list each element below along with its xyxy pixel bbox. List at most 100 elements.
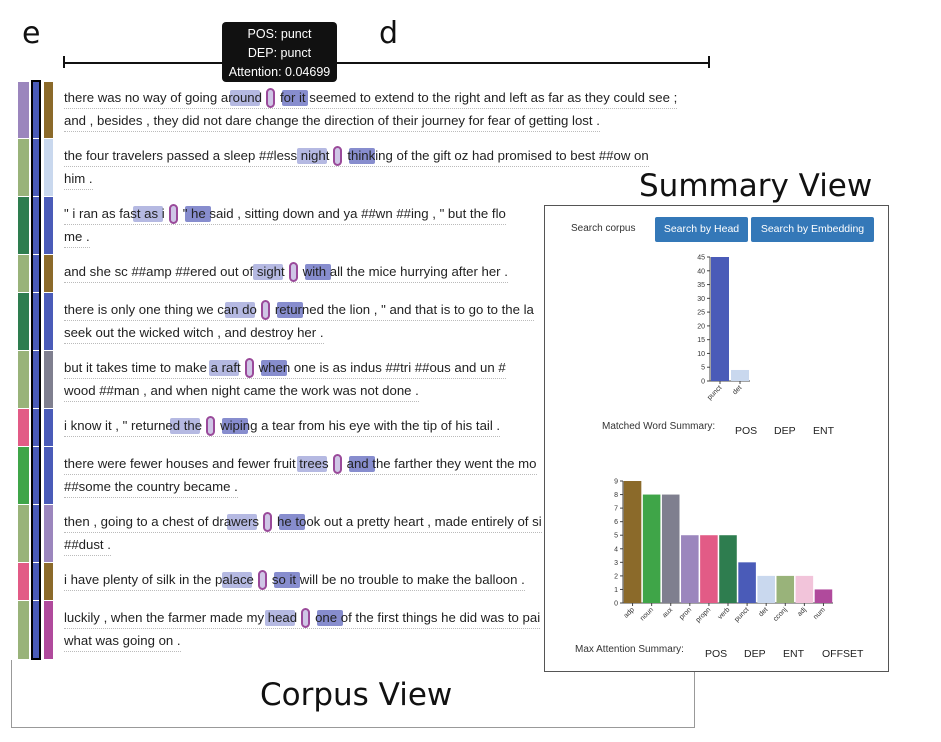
sentence-line: the four travelers passed a sleep ##less…	[64, 145, 649, 167]
sentence-3[interactable]: and she sc ##amp ##ered out of sight with…	[64, 261, 704, 284]
d-bracket-right-tick	[708, 56, 710, 68]
corpus-view-frame	[11, 660, 695, 728]
x-tick-label-verb: verb	[717, 606, 732, 621]
strip-cell-right-2[interactable]	[44, 197, 53, 255]
sentence-line: " i ran as fast as i " he said , sitting …	[64, 203, 506, 225]
token-highlight-before	[297, 148, 328, 164]
sentence-4[interactable]: there is only one thing we can do returne…	[64, 299, 704, 345]
summary-view-panel: Search corpus Search by Head Search by E…	[544, 205, 889, 672]
strip-cell-middle-9[interactable]	[32, 563, 40, 601]
focus-token-marker[interactable]	[333, 146, 343, 166]
x-tick-label-det: det	[732, 384, 744, 396]
strip-cell-middle-7[interactable]	[32, 447, 40, 505]
search-by-embedding-button[interactable]: Search by Embedding	[751, 217, 874, 242]
strip-cell-middle-6[interactable]	[32, 409, 40, 447]
strip-cell-right-0[interactable]	[44, 82, 53, 139]
y-tick-label: 4	[614, 546, 618, 553]
summary-view-title: Summary View	[639, 168, 873, 204]
focus-token-marker[interactable]	[265, 88, 275, 108]
tooltip-dep: DEP: punct	[247, 46, 312, 60]
sentence-10[interactable]: luckily , when the farmer made my head on…	[64, 607, 704, 653]
strip-cell-left-4[interactable]	[18, 293, 29, 351]
tooltip-attention: Attention: 0.04699	[228, 65, 331, 79]
strip-cell-left-0[interactable]	[18, 82, 29, 139]
focus-token-marker[interactable]	[263, 512, 272, 532]
sentence-text-after: with all the mice hurrying after her .	[302, 264, 508, 279]
strip-cell-middle-3[interactable]	[32, 255, 40, 293]
strip-cell-left-1[interactable]	[18, 139, 29, 197]
x-tick-label-pron: pron	[678, 606, 693, 621]
sentence-6[interactable]: i know it , " returned the wiping a tear …	[64, 415, 704, 438]
strip-cell-right-5[interactable]	[44, 351, 53, 409]
strip-cell-left-6[interactable]	[18, 409, 29, 447]
focus-token-marker[interactable]	[301, 608, 311, 628]
max-option-offset[interactable]: OFFSET	[822, 648, 864, 660]
strip-cell-middle-8[interactable]	[32, 505, 40, 563]
token-highlight-before	[224, 302, 255, 318]
strip-cell-left-10[interactable]	[18, 601, 29, 660]
sentence-1[interactable]: the four travelers passed a sleep ##less…	[64, 145, 704, 191]
strip-cell-right-6[interactable]	[44, 409, 53, 447]
matched-option-dep[interactable]: DEP	[774, 425, 796, 437]
strip-cell-left-5[interactable]	[18, 351, 29, 409]
strip-cell-middle-0[interactable]	[32, 82, 40, 139]
token-highlight-before	[132, 206, 163, 222]
strip-cell-middle-1[interactable]	[32, 139, 40, 197]
sentence-2[interactable]: " i ran as fast as i " he said , sitting …	[64, 203, 704, 249]
sentence-9[interactable]: i have plenty of silk in the palace so it…	[64, 569, 704, 592]
strip-cell-right-1[interactable]	[44, 139, 53, 197]
strip-cell-right-3[interactable]	[44, 255, 53, 293]
matched-option-ent[interactable]: ENT	[813, 425, 834, 437]
strip-cell-left-9[interactable]	[18, 563, 29, 601]
search-by-head-button[interactable]: Search by Head	[655, 217, 748, 242]
focus-token-marker[interactable]	[206, 416, 216, 436]
strip-cell-right-8[interactable]	[44, 505, 53, 563]
strip-cell-right-4[interactable]	[44, 293, 53, 351]
bar-adp	[623, 481, 642, 603]
sentence-text-before: luckily , when the farmer made my head	[64, 610, 298, 625]
max-option-pos[interactable]: POS	[705, 648, 728, 660]
selected-strip-box	[31, 80, 41, 660]
focus-token-marker[interactable]	[332, 454, 342, 474]
sentence-8[interactable]: then , going to a chest of drawers he too…	[64, 511, 704, 557]
label-d: d	[379, 16, 399, 51]
matched-option-pos[interactable]: POS	[735, 425, 758, 437]
strip-cell-left-3[interactable]	[18, 255, 29, 293]
strip-cell-right-10[interactable]	[44, 601, 53, 660]
strip-cell-middle-4[interactable]	[32, 293, 40, 351]
max-option-dep[interactable]: DEP	[744, 648, 766, 660]
y-tick-label: 5	[701, 365, 705, 372]
y-tick-label: 0	[701, 379, 705, 386]
token-highlight-before	[265, 610, 296, 626]
focus-token-marker[interactable]	[244, 358, 254, 378]
sentence-text-after: and the farther they went the mo	[346, 456, 537, 471]
attention-tooltip: POS: punct DEP: punct Attention: 0.04699	[222, 22, 337, 82]
sentence-line-continued: ##dust .	[64, 534, 111, 556]
sentence-line-continued: seek out the wicked witch , and destroy …	[64, 322, 324, 344]
strip-cell-right-7[interactable]	[44, 447, 53, 505]
y-tick-label: 5	[614, 533, 618, 540]
focus-token-marker[interactable]	[260, 300, 270, 320]
strip-cell-middle-5[interactable]	[32, 351, 40, 409]
y-tick-label: 20	[697, 323, 705, 330]
sentence-text-after: thinking of the gift oz had promised to …	[347, 148, 649, 163]
focus-token-marker[interactable]	[288, 262, 298, 282]
focus-token-marker[interactable]	[257, 570, 267, 590]
strip-cell-middle-2[interactable]	[32, 197, 40, 255]
strip-cell-left-8[interactable]	[18, 505, 29, 563]
focus-token-marker[interactable]	[168, 204, 178, 224]
strip-cell-left-2[interactable]	[18, 197, 29, 255]
sentence-text-after: so it will be no trouble to make the bal…	[271, 572, 525, 587]
sentence-line-continued: him .	[64, 168, 93, 190]
sentence-7[interactable]: there were fewer houses and fewer fruit …	[64, 453, 704, 499]
token-highlight-after	[281, 90, 308, 106]
strip-cell-right-9[interactable]	[44, 563, 53, 601]
x-tick-label-aux: aux	[661, 606, 674, 619]
sentence-0[interactable]: there was no way of going around for it s…	[64, 87, 704, 133]
sentence-5[interactable]: but it takes time to make a raft when one…	[64, 357, 704, 403]
strip-cell-left-7[interactable]	[18, 447, 29, 505]
sentence-text-before: i know it , " returned the	[64, 418, 203, 433]
bar-cconj	[776, 575, 795, 603]
max-option-ent[interactable]: ENT	[783, 648, 804, 660]
